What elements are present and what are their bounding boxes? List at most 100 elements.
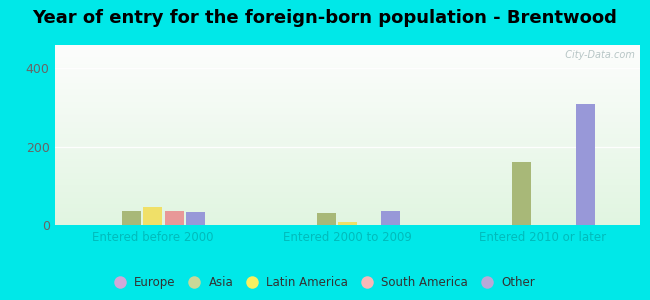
Bar [55, 74, 640, 75]
Bar [55, 51, 640, 52]
Bar [55, 162, 640, 163]
Bar [55, 79, 640, 80]
Bar [55, 100, 640, 101]
Bar [55, 190, 640, 191]
Bar [55, 196, 640, 197]
Bar [55, 175, 640, 176]
Bar [55, 50, 640, 51]
Bar [55, 101, 640, 102]
Bar [55, 80, 640, 81]
Bar [55, 214, 640, 215]
Bar [55, 199, 640, 200]
Bar [55, 64, 640, 65]
Bar [55, 130, 640, 131]
Bar [55, 157, 640, 158]
Bar [55, 210, 640, 211]
Bar [55, 167, 640, 168]
Bar [55, 81, 640, 82]
Bar [55, 172, 640, 173]
Bar [55, 115, 640, 116]
Bar [55, 168, 640, 169]
Bar [55, 114, 640, 115]
Bar [55, 178, 640, 179]
Bar [55, 177, 640, 178]
Bar [55, 93, 640, 94]
Bar [55, 63, 640, 64]
Bar [55, 150, 640, 151]
Bar [55, 113, 640, 114]
Bar [55, 153, 640, 154]
Bar [55, 138, 640, 139]
Bar [55, 77, 640, 78]
Bar [55, 123, 640, 124]
Bar [55, 165, 640, 166]
Bar [55, 69, 640, 70]
Bar [55, 211, 640, 212]
Bar [55, 55, 640, 56]
Bar [55, 169, 640, 170]
Bar [55, 105, 640, 106]
Bar [55, 188, 640, 189]
Bar [55, 128, 640, 129]
Bar [55, 159, 640, 160]
Bar [55, 222, 640, 223]
Bar [55, 86, 640, 87]
Bar [55, 121, 640, 122]
Bar [55, 66, 640, 67]
Bar [122, 211, 141, 225]
Bar [55, 218, 640, 219]
Bar [55, 111, 640, 112]
Bar [164, 211, 184, 225]
Bar [55, 120, 640, 121]
Bar [55, 59, 640, 60]
Bar [55, 136, 640, 137]
Bar [55, 166, 640, 167]
Bar [55, 158, 640, 159]
Bar [55, 78, 640, 79]
Bar [55, 56, 640, 57]
Bar [55, 224, 640, 225]
Bar [55, 197, 640, 198]
Bar [55, 112, 640, 113]
Bar [55, 173, 640, 174]
Bar [55, 88, 640, 89]
Bar [55, 146, 640, 147]
Bar [55, 195, 640, 196]
Bar [55, 171, 640, 172]
Bar [55, 60, 640, 61]
Bar [55, 85, 640, 86]
Bar [55, 142, 640, 143]
Bar [55, 127, 640, 128]
Bar [55, 161, 640, 162]
Bar [55, 131, 640, 132]
Bar [55, 200, 640, 201]
Bar [55, 87, 640, 88]
Bar [55, 58, 640, 59]
Bar [55, 67, 640, 68]
Bar [55, 204, 640, 205]
Bar [55, 192, 640, 193]
Bar [55, 54, 640, 55]
Bar [55, 83, 640, 84]
Bar [55, 221, 640, 222]
Bar [55, 125, 640, 126]
Bar [55, 108, 640, 109]
Bar [55, 193, 640, 194]
Bar [55, 85, 640, 86]
Bar [55, 49, 640, 50]
Bar [55, 53, 640, 54]
Bar [55, 90, 640, 91]
Bar [512, 162, 531, 225]
Bar [576, 104, 595, 225]
Bar [55, 65, 640, 66]
Bar [55, 220, 640, 221]
Bar [55, 117, 640, 118]
Bar [55, 145, 640, 146]
Bar [55, 97, 640, 98]
Bar [55, 104, 640, 105]
Bar [55, 189, 640, 190]
Bar [55, 140, 640, 141]
Bar [55, 52, 640, 53]
Bar [55, 103, 640, 104]
Bar [55, 119, 640, 120]
